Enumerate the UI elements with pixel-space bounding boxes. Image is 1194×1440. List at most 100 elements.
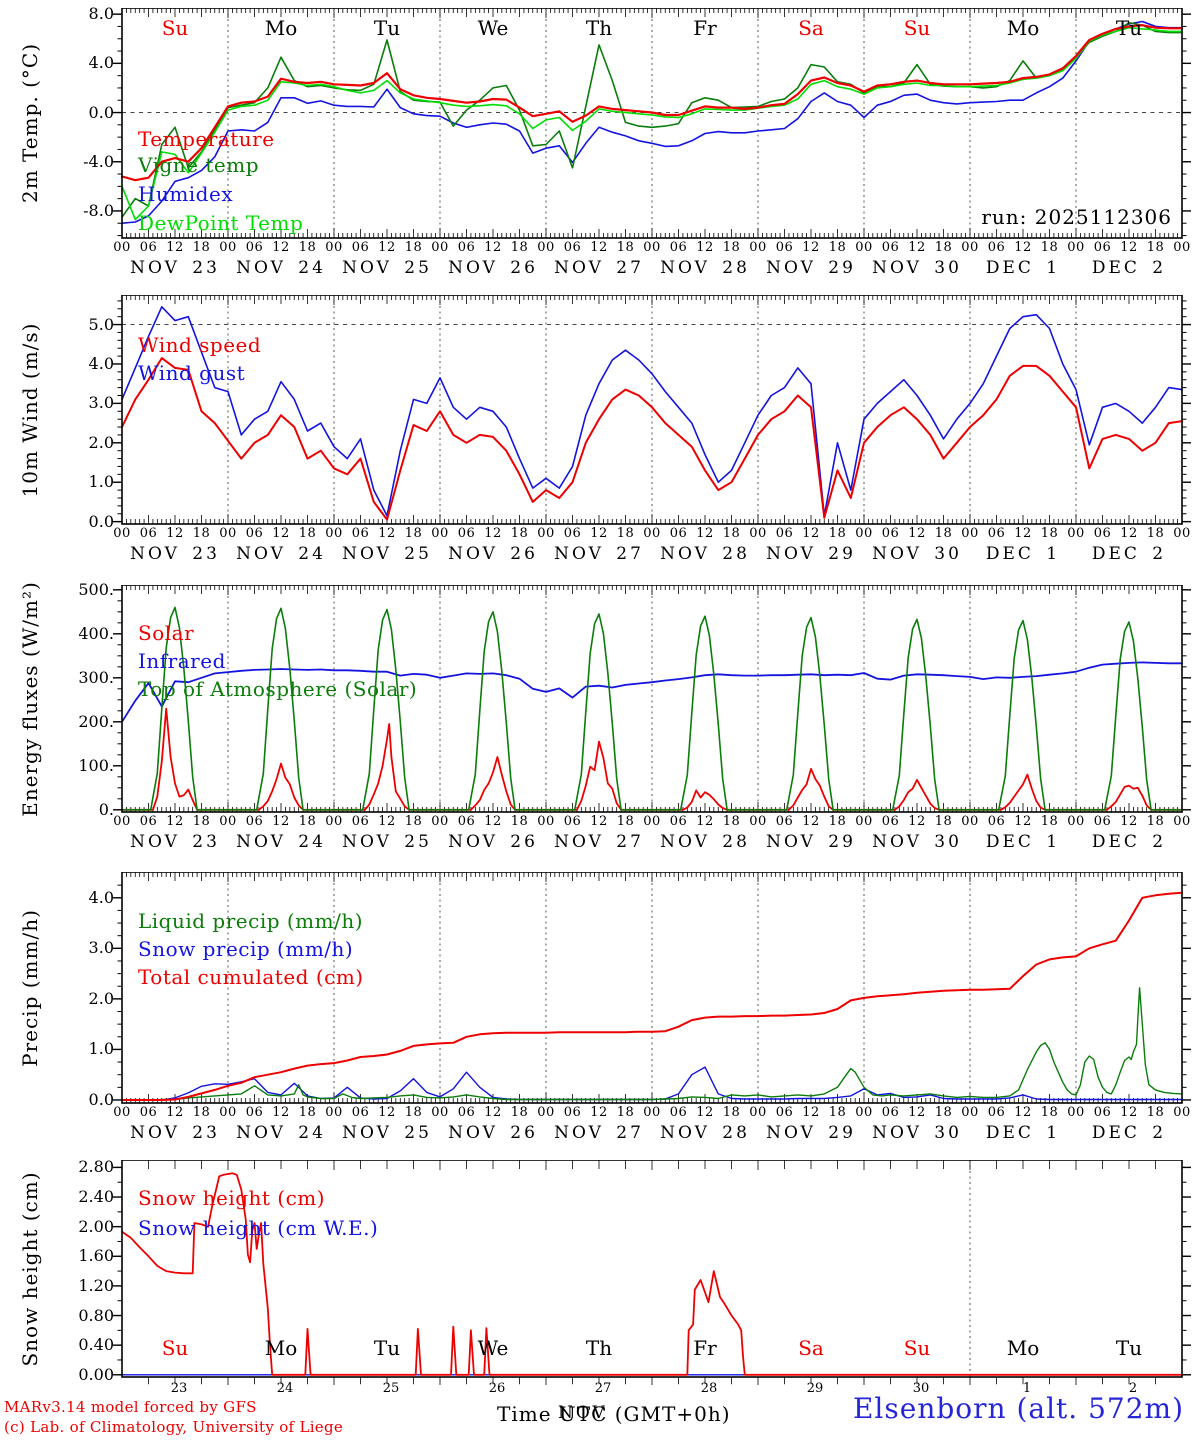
date-label: NOV 25 — [342, 1123, 432, 1143]
date-label: NOV 24 — [236, 544, 326, 564]
weekday-label: We — [477, 1336, 509, 1360]
hour-tick-label: 00 — [537, 814, 555, 829]
weekday-label: Mo — [1006, 1336, 1040, 1360]
hour-tick-label: 12 — [1014, 814, 1032, 829]
precip-ytick-label: 3.0 — [88, 938, 114, 958]
energy-fluxes-legend-2: Infrared — [138, 649, 226, 673]
hour-tick-label: 06 — [563, 814, 582, 829]
hour-tick-label: 06 — [563, 526, 582, 541]
precip-ytick-label: 4.0 — [88, 887, 114, 907]
snow-height-axis-label: Snow height (cm) — [18, 1170, 42, 1367]
date-label: NOV 24 — [236, 1123, 326, 1143]
hour-tick-label: 06 — [775, 814, 794, 829]
hour-tick-label: 00 — [325, 526, 343, 541]
weekday-label: Mo — [1006, 16, 1040, 40]
wind-ytick-label: 5.0 — [88, 314, 114, 334]
hour-tick-label: 18 — [192, 1105, 211, 1120]
hour-tick-label: 00 — [1067, 526, 1085, 541]
temperature-ytick-label: -4.0 — [83, 151, 114, 171]
plot-border — [121, 872, 1183, 1104]
snow-height-ytick-label: 0.00 — [78, 1364, 114, 1384]
hour-tick-label: 18 — [828, 814, 847, 829]
hour-tick-label: 18 — [1040, 240, 1059, 255]
day-number-label: 23 — [170, 1381, 188, 1396]
hour-tick-label: 00 — [643, 1105, 661, 1120]
hour-tick-label: 18 — [510, 1105, 529, 1120]
hour-tick-label: 06 — [351, 526, 370, 541]
weekday-label: Sa — [798, 1336, 824, 1360]
weekday-label: We — [477, 16, 509, 40]
hour-tick-label: 06 — [457, 814, 476, 829]
hour-tick-label: 12 — [378, 240, 396, 255]
weekday-label: Tu — [373, 1336, 401, 1360]
weekday-label: Su — [903, 16, 931, 40]
date-label: DEC 1 — [985, 258, 1061, 278]
hour-tick-label: 06 — [1093, 1105, 1112, 1120]
hour-tick-label: 06 — [881, 526, 900, 541]
hour-tick-label: 18 — [616, 526, 635, 541]
humidex-curve — [121, 20, 1183, 224]
temperature-axis-label: 2m Temp. (°C) — [18, 42, 42, 204]
date-label: DEC 2 — [1091, 1123, 1167, 1143]
snow-height-plot — [113, 1160, 1191, 1385]
precip-ytick-label: 1.0 — [88, 1039, 114, 1059]
weekday-label: Mo — [264, 16, 298, 40]
date-label: NOV 30 — [872, 832, 962, 852]
energy-fluxes-plot — [113, 585, 1191, 813]
weekday-label: Th — [585, 16, 613, 40]
weekday-label: Su — [903, 1336, 931, 1360]
hour-tick-label: 06 — [775, 1105, 794, 1120]
hour-tick-label: 00 — [219, 1105, 237, 1120]
hour-tick-label: 00 — [855, 1105, 873, 1120]
temperature-legend-2: Vigne temp — [138, 153, 260, 177]
weekday-label: Fr — [693, 16, 717, 40]
hour-tick-label: 06 — [563, 240, 582, 255]
total-cumulated-curve — [121, 891, 1183, 1101]
date-label: NOV 24 — [236, 832, 326, 852]
day-number-label: 2 — [1128, 1381, 1138, 1396]
hour-tick-label: 12 — [696, 1105, 714, 1120]
weekday-label: Su — [161, 1336, 189, 1360]
snow-height-ytick-label: 2.40 — [78, 1187, 114, 1207]
hour-tick-label: 12 — [590, 1105, 608, 1120]
snow-height-ytick-label: 0.40 — [78, 1335, 114, 1355]
weekday-label: Th — [585, 1336, 613, 1360]
infrared-curve — [121, 661, 1183, 723]
hour-tick-label: 00 — [113, 526, 131, 541]
wind-axis-label: 10m Wind (m/s) — [18, 322, 42, 497]
plot-border — [121, 8, 1183, 239]
date-label: NOV 23 — [130, 544, 220, 564]
hour-tick-label: 18 — [616, 1105, 635, 1120]
hour-tick-label: 12 — [272, 526, 290, 541]
hour-tick-label: 06 — [881, 240, 900, 255]
energy-fluxes-ytick-label: 300. — [78, 667, 114, 687]
hour-tick-label: 00 — [219, 526, 237, 541]
date-label: DEC 1 — [985, 832, 1061, 852]
hour-tick-label: 00 — [1173, 814, 1191, 829]
date-label: NOV 24 — [236, 258, 326, 278]
precip-plot — [113, 872, 1191, 1104]
hour-tick-label: 00 — [325, 1105, 343, 1120]
hour-tick-label: 00 — [113, 1105, 131, 1120]
hour-tick-label: 06 — [457, 1105, 476, 1120]
hour-tick-label: 06 — [245, 240, 264, 255]
hour-tick-label: 12 — [802, 1105, 820, 1120]
hour-tick-label: 00 — [749, 814, 767, 829]
hour-tick-label: 06 — [775, 526, 794, 541]
hour-tick-label: 12 — [378, 814, 396, 829]
hour-tick-label: 00 — [643, 814, 661, 829]
wind-legend-1: Wind speed — [138, 333, 262, 357]
hour-tick-label: 18 — [192, 526, 211, 541]
date-label: NOV 27 — [554, 544, 644, 564]
hour-tick-label: 18 — [1146, 240, 1165, 255]
date-label: NOV 26 — [448, 832, 538, 852]
snow-height-ytick-label: 1.20 — [78, 1275, 114, 1295]
hour-tick-label: 18 — [1146, 1105, 1165, 1120]
hour-tick-label: 12 — [696, 526, 714, 541]
hour-tick-label: 06 — [563, 1105, 582, 1120]
hour-tick-label: 00 — [219, 814, 237, 829]
hour-tick-label: 00 — [855, 526, 873, 541]
hour-tick-label: 06 — [775, 240, 794, 255]
date-label: NOV 25 — [342, 832, 432, 852]
date-label: NOV 28 — [660, 544, 750, 564]
